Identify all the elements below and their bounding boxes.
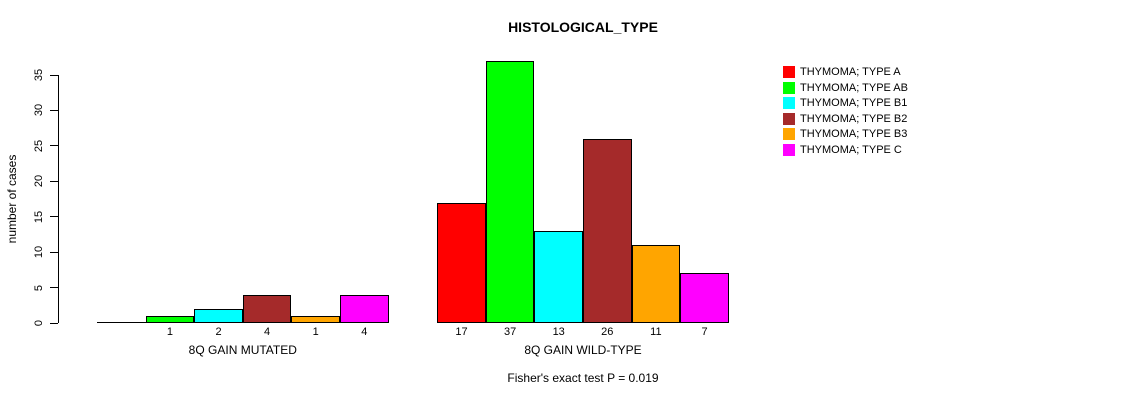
legend-item: THYMOMA; TYPE AB	[783, 81, 908, 94]
y-tick-label: 35	[33, 68, 45, 82]
y-tick-label: 0	[33, 319, 45, 327]
legend-swatch	[783, 81, 795, 94]
bar	[291, 315, 340, 323]
legend-label: THYMOMA; TYPE B1	[800, 97, 908, 109]
legend-swatch	[783, 143, 795, 156]
legend-label: THYMOMA; TYPE AB	[800, 81, 908, 94]
legend-item: THYMOMA; TYPE B1	[783, 97, 908, 109]
bar-value-label: 4	[361, 326, 368, 338]
bar	[437, 202, 486, 323]
legend: THYMOMA; TYPE A THYMOMA; TYPE AB THYMOMA; …	[783, 66, 908, 156]
y-axis-tick	[50, 74, 58, 76]
legend-swatch	[783, 97, 795, 109]
y-axis-line	[58, 75, 59, 323]
bar	[680, 273, 729, 323]
y-tick-label: 30	[33, 104, 45, 117]
y-axis-tick	[50, 145, 58, 147]
legend-swatch	[783, 112, 795, 125]
y-axis-tick	[50, 109, 58, 111]
legend-item: THYMOMA; TYPE B2	[783, 112, 908, 125]
legend-label: THYMOMA; TYPE A	[800, 66, 901, 78]
y-axis-tick	[50, 180, 58, 182]
x-axis-group-label: 8Q GAIN MUTATED	[188, 343, 297, 357]
bar-zero-height	[97, 322, 146, 323]
x-axis-group-label: 8Q GAIN WILD-TYPE	[524, 343, 642, 357]
legend-label: THYMOMA; TYPE B2	[800, 112, 908, 125]
y-axis-tick	[50, 287, 58, 289]
bar	[534, 230, 583, 323]
legend-swatch	[783, 128, 795, 140]
bar-value-label: 1	[312, 326, 319, 338]
bar-value-label: 26	[601, 326, 614, 338]
legend-item: THYMOMA; TYPE C	[783, 143, 908, 156]
bar-value-label: 7	[701, 326, 708, 338]
y-axis-tick	[50, 322, 58, 324]
y-tick-label: 25	[33, 139, 45, 152]
legend-item: THYMOMA; TYPE B3	[783, 128, 908, 140]
statistical-test-note: Fisher's exact test P = 0.019	[507, 371, 659, 385]
legend-swatch	[783, 66, 795, 78]
bar	[242, 294, 292, 323]
bar-value-label: 4	[264, 326, 271, 338]
legend-item: THYMOMA; TYPE A	[783, 66, 908, 78]
bar	[340, 294, 389, 323]
bar-value-label: 17	[455, 326, 468, 338]
bar-value-label: 1	[166, 326, 173, 338]
y-axis-tick	[50, 216, 58, 218]
y-tick-label: 15	[33, 210, 45, 223]
y-tick-label: 5	[33, 284, 45, 291]
chart-title: HISTOLOGICAL_TYPE	[508, 19, 658, 35]
bar	[194, 308, 243, 323]
bar	[145, 315, 195, 323]
bar-value-label: 37	[503, 326, 517, 338]
bar	[631, 245, 681, 323]
bar	[583, 138, 632, 323]
bar	[485, 60, 535, 323]
y-axis-tick	[50, 251, 58, 253]
bar-value-label: 2	[215, 326, 222, 338]
bar-value-label: 13	[552, 326, 565, 338]
bar-value-label: 11	[650, 326, 662, 338]
legend-label: THYMOMA; TYPE B3	[800, 128, 908, 140]
y-tick-label: 20	[33, 175, 45, 188]
legend-label: THYMOMA; TYPE C	[800, 143, 902, 156]
y-axis-title: number of cases	[5, 154, 19, 244]
y-tick-label: 10	[33, 246, 45, 259]
